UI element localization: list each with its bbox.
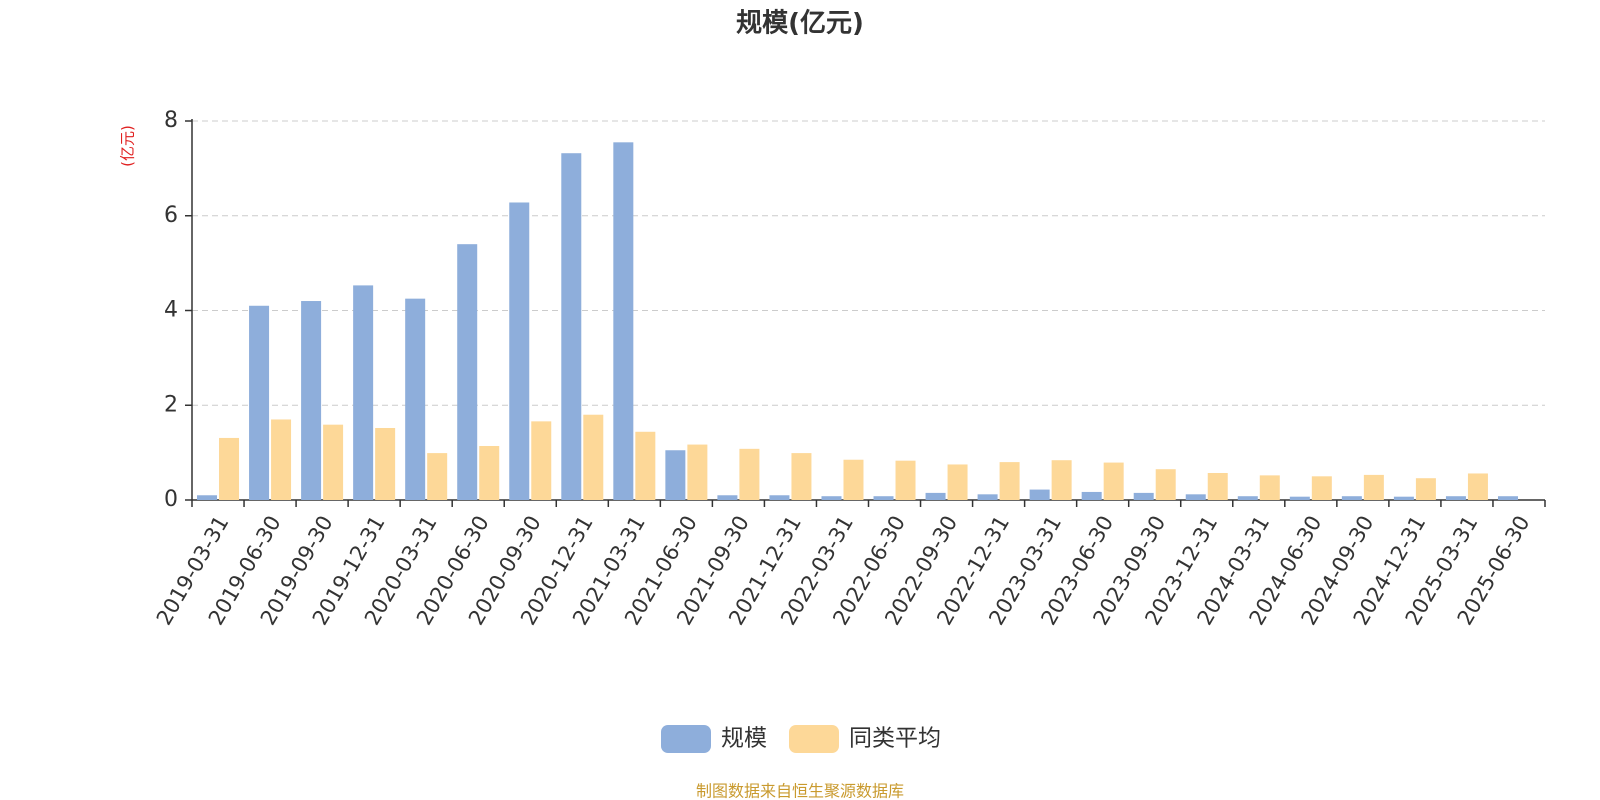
bar [925, 492, 946, 500]
bar [687, 444, 708, 500]
bar [219, 437, 240, 500]
bar [405, 298, 426, 500]
bar [1029, 489, 1050, 500]
bar [479, 445, 500, 500]
bar [821, 496, 842, 500]
y-axis-label: (亿元) [119, 125, 137, 167]
bar [271, 419, 292, 500]
source-note: 制图数据来自恒生聚源数据库 [696, 782, 904, 800]
bar [1289, 496, 1310, 500]
bar [1393, 496, 1414, 500]
bar [1259, 475, 1280, 500]
bar [1415, 478, 1436, 500]
bar [791, 453, 812, 500]
bar [873, 496, 894, 500]
legend-swatch [661, 725, 711, 753]
bar [1051, 460, 1072, 500]
legend-label: 规模 [721, 726, 767, 752]
bar [895, 460, 916, 500]
y-tick-label: 8 [164, 108, 178, 133]
bar [977, 494, 998, 500]
bar [323, 424, 344, 500]
bar [769, 495, 790, 500]
bar [665, 450, 686, 500]
bar [1237, 496, 1258, 500]
bar [457, 244, 478, 500]
bar [375, 427, 396, 500]
bar [613, 142, 634, 500]
bar [1207, 472, 1228, 500]
bar [1103, 462, 1124, 500]
bar [1445, 496, 1466, 500]
bar [1133, 492, 1154, 500]
bar [1467, 473, 1488, 500]
bar [1363, 474, 1384, 500]
bar [1155, 469, 1176, 500]
bar [1497, 496, 1518, 500]
legend-swatch [789, 725, 839, 753]
bar [1341, 496, 1362, 500]
legend-label: 同类平均 [849, 726, 941, 752]
bar [999, 462, 1020, 500]
bar [739, 448, 760, 500]
bar [427, 453, 448, 500]
bar [1185, 494, 1206, 500]
y-tick-label: 0 [164, 487, 178, 512]
bar [249, 305, 270, 500]
bar [531, 421, 552, 500]
bar [583, 414, 604, 500]
y-tick-label: 4 [164, 298, 178, 323]
bar [635, 431, 656, 500]
bar [561, 153, 582, 500]
bar [1081, 491, 1102, 500]
bar [301, 301, 322, 500]
y-tick-label: 6 [164, 203, 178, 228]
y-tick-label: 2 [164, 392, 178, 417]
bar [197, 495, 218, 500]
bar [509, 202, 530, 501]
chart-title: 规模(亿元) [736, 9, 864, 39]
bar [353, 285, 374, 500]
bar [717, 495, 738, 500]
bar [1311, 476, 1332, 500]
bar [843, 459, 864, 500]
bar [947, 464, 968, 500]
